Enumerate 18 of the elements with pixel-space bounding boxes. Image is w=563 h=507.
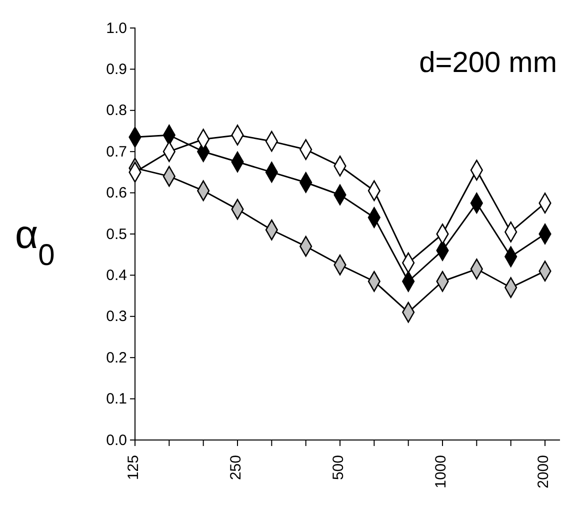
- x-tick-label: 500: [330, 455, 348, 480]
- y-tick-label: 0.8: [106, 102, 127, 120]
- y-tick-label: 0.3: [106, 308, 127, 326]
- y-tick-label: 0.1: [106, 390, 127, 408]
- y-tick-label: 0.5: [106, 226, 127, 243]
- y-tick-label: 0.4: [106, 267, 127, 284]
- x-tick-label: 250: [228, 455, 245, 480]
- y-tick-label: 1.0: [106, 20, 127, 37]
- y-tick-label: 0.7: [106, 143, 127, 160]
- y-tick-label: 0.2: [106, 349, 127, 366]
- y-tick-label: 0.0: [106, 432, 127, 449]
- x-tick-label: 2000: [535, 455, 552, 488]
- text: d=200 mm: [419, 47, 557, 79]
- y-tick-label: 0.9: [106, 61, 127, 78]
- x-tick-label: 1000: [432, 455, 450, 488]
- y-axis-title: α$_{0}$: [15, 213, 55, 272]
- x-tick-label: 125: [125, 455, 142, 480]
- y-tick-label: 0.6: [106, 184, 127, 202]
